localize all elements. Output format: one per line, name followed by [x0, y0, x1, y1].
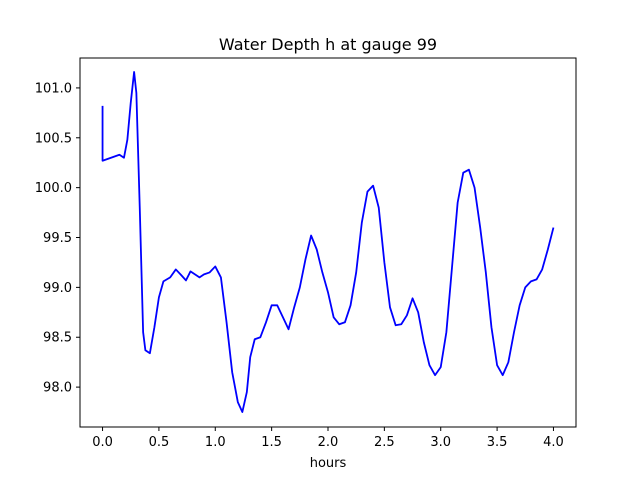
y-tick-label: 98.0	[43, 381, 72, 396]
y-tick-label: 100.0	[35, 181, 72, 196]
series-layer	[101, 71, 555, 413]
x-tick-label: 2.5	[374, 435, 395, 450]
y-tick-label: 99.0	[43, 281, 72, 296]
x-axis-ticks: 0.0 0.5 1.0 1.5 2.0 2.5 3.0 3.5 4.0	[92, 427, 564, 450]
y-tick-label: 101.0	[35, 81, 72, 96]
x-axis-label: hours	[310, 456, 347, 471]
x-tick-label: 0.5	[149, 435, 170, 450]
x-tick-label: 3.5	[487, 435, 508, 450]
y-tick-label: 98.5	[43, 331, 72, 346]
x-tick-label: 1.0	[205, 435, 226, 450]
plot-frame	[79, 57, 577, 428]
x-tick-label: 3.0	[430, 435, 451, 450]
x-tick-label: 1.5	[261, 435, 282, 450]
y-tick-label: 100.5	[35, 131, 72, 146]
y-axis-ticks: 98.0 98.5 99.0 99.5 100.0 100.5 101.0	[35, 81, 80, 396]
y-tick-label: 99.5	[43, 231, 72, 246]
chart-title: Water Depth h at gauge 99	[219, 35, 437, 54]
x-tick-label: 0.0	[92, 435, 113, 450]
x-tick-label: 4.0	[543, 435, 564, 450]
x-tick-label: 2.0	[318, 435, 339, 450]
series-line	[101, 71, 555, 413]
